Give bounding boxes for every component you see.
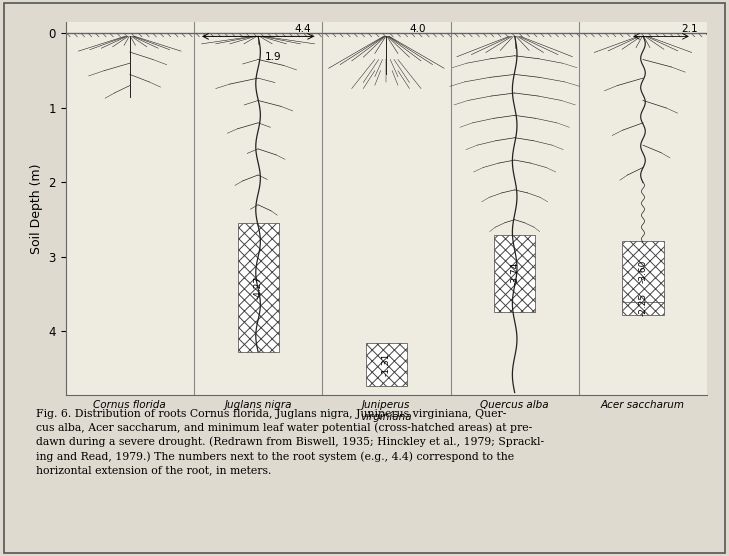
Text: 2.1: 2.1 (682, 24, 698, 34)
Text: -2.25: -2.25 (639, 293, 647, 316)
Text: 4.0: 4.0 (410, 24, 426, 34)
Bar (623, 241, 663, 302)
Text: Acer saccharum: Acer saccharum (601, 400, 685, 410)
Text: Fig. 6. Distribution of roots Cornus florida, Juglans nigra, Juniperus virginian: Fig. 6. Distribution of roots Cornus flo… (36, 409, 545, 475)
Text: -1.31: -1.31 (382, 353, 391, 376)
Text: -4.27: -4.27 (254, 276, 262, 299)
Text: 1.9: 1.9 (265, 52, 281, 62)
Text: Cornus florida: Cornus florida (93, 400, 166, 410)
Text: -3.60: -3.60 (639, 260, 647, 283)
Text: Juniperus
virginiana: Juniperus virginiana (361, 400, 412, 421)
Text: Juglans nigra: Juglans nigra (225, 400, 292, 410)
Text: -3.74: -3.74 (510, 262, 519, 285)
Text: Quercus alba: Quercus alba (480, 400, 549, 410)
Bar (366, 342, 407, 386)
Y-axis label: Soil Depth (m): Soil Depth (m) (30, 163, 43, 254)
Bar (238, 224, 278, 351)
Bar (494, 235, 535, 312)
Bar (623, 294, 663, 315)
Text: 4.4: 4.4 (294, 24, 311, 34)
